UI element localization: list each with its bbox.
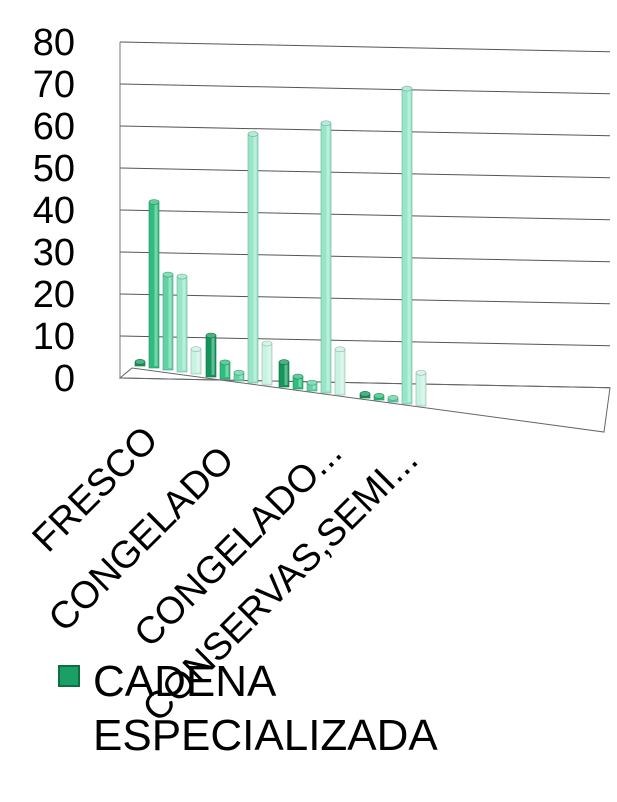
bar-highlight xyxy=(284,364,288,385)
y-tick-label: 20 xyxy=(33,274,75,316)
y-tick-label: 0 xyxy=(54,358,75,400)
bar xyxy=(373,393,385,401)
gridline xyxy=(119,167,611,179)
bar xyxy=(387,395,399,403)
bar-cap xyxy=(134,359,146,365)
bar-cap xyxy=(261,340,273,347)
bar xyxy=(190,346,202,375)
bar-cap xyxy=(190,346,202,352)
gridline xyxy=(119,125,611,137)
bar-highlight xyxy=(253,136,257,381)
bar xyxy=(401,85,413,405)
bar-cap xyxy=(205,332,217,339)
bar-cap xyxy=(320,120,332,127)
bars xyxy=(134,85,427,407)
bar xyxy=(415,369,427,407)
y-tick-label: 60 xyxy=(33,106,75,148)
floor-outline xyxy=(118,367,611,433)
bar-highlight xyxy=(298,378,302,387)
bar-cap xyxy=(401,85,413,92)
bar-highlight xyxy=(312,384,316,389)
bar xyxy=(176,273,188,373)
bar xyxy=(233,369,245,382)
bar-cap xyxy=(387,395,399,401)
bar-cap xyxy=(415,369,427,376)
bar-cap xyxy=(306,379,318,386)
bar xyxy=(148,199,160,369)
gridline xyxy=(119,293,611,305)
bar-highlight xyxy=(407,90,411,402)
bar-cap xyxy=(334,346,346,353)
bar-highlight xyxy=(267,345,271,383)
bar-cap xyxy=(247,131,259,137)
bar-cap xyxy=(233,369,245,376)
y-tick-label: 40 xyxy=(33,190,75,232)
bar-cap xyxy=(148,199,160,205)
bar-highlight xyxy=(326,125,330,391)
bar xyxy=(334,346,346,396)
y-tick-label: 50 xyxy=(33,148,75,190)
bar-highlight xyxy=(340,351,344,393)
bar xyxy=(162,271,174,371)
bar-cap xyxy=(162,271,174,278)
gridline xyxy=(119,41,611,53)
bar xyxy=(320,120,332,394)
bar xyxy=(261,340,273,386)
legend-swatch xyxy=(58,665,80,687)
y-tick-label: 10 xyxy=(33,316,75,358)
bar-cap xyxy=(278,359,290,365)
bar-highlight xyxy=(211,337,215,375)
gridlines xyxy=(119,41,611,389)
y-tick-label: 70 xyxy=(33,64,75,106)
bar xyxy=(247,131,259,384)
gridline xyxy=(119,83,611,95)
bar-highlight xyxy=(182,278,186,370)
bar xyxy=(278,359,290,388)
y-tick-label: 80 xyxy=(33,22,75,64)
bar-highlight xyxy=(225,364,229,377)
bar-highlight xyxy=(239,374,243,379)
bar-cap xyxy=(373,393,385,399)
gridline xyxy=(119,335,611,347)
bar xyxy=(205,332,217,378)
bar xyxy=(134,359,146,367)
bar-cap xyxy=(292,373,304,380)
bar-cap xyxy=(359,391,371,397)
bar-highlight xyxy=(154,204,158,366)
y-tick-label: 30 xyxy=(33,232,75,274)
gridline xyxy=(119,251,611,263)
legend-label: CADENA ESPECIALIZADA xyxy=(93,657,438,760)
chart-floor xyxy=(118,367,611,433)
bar-cap xyxy=(219,359,231,366)
bar-highlight xyxy=(421,374,425,404)
bar-highlight xyxy=(196,351,200,372)
bar xyxy=(219,359,231,380)
bar xyxy=(306,379,318,392)
bar xyxy=(359,391,371,399)
bar xyxy=(292,373,304,390)
bar-cap xyxy=(176,273,188,280)
bar-highlight xyxy=(168,276,172,368)
gridline xyxy=(119,209,611,221)
